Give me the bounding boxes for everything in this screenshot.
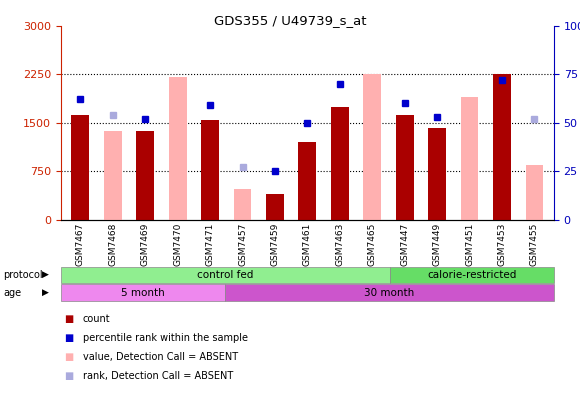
Text: percentile rank within the sample: percentile rank within the sample — [83, 333, 248, 343]
Bar — [396, 115, 414, 220]
Text: rank, Detection Call = ABSENT: rank, Detection Call = ABSENT — [83, 371, 233, 381]
Text: 30 month: 30 month — [364, 287, 415, 298]
Bar — [136, 131, 154, 220]
Text: calorie-restricted: calorie-restricted — [427, 270, 516, 280]
Bar — [390, 267, 554, 283]
Text: count: count — [83, 314, 111, 324]
Bar — [266, 194, 284, 220]
Text: 5 month: 5 month — [121, 287, 165, 298]
Text: ■: ■ — [64, 371, 73, 381]
Text: ■: ■ — [64, 352, 73, 362]
Bar — [428, 128, 446, 220]
Text: ▶: ▶ — [42, 270, 49, 279]
Bar — [61, 267, 390, 283]
Bar — [331, 107, 349, 220]
Bar — [71, 115, 89, 220]
Bar — [493, 74, 511, 220]
Bar — [461, 97, 478, 220]
Text: value, Detection Call = ABSENT: value, Detection Call = ABSENT — [83, 352, 238, 362]
Text: ■: ■ — [64, 314, 73, 324]
Bar — [61, 284, 225, 301]
Text: ■: ■ — [64, 333, 73, 343]
Bar — [525, 165, 543, 220]
Text: protocol: protocol — [3, 270, 42, 280]
Bar — [234, 189, 252, 220]
Bar — [299, 142, 316, 220]
Bar — [225, 284, 554, 301]
Text: ▶: ▶ — [42, 288, 49, 297]
Bar — [363, 74, 381, 220]
Text: age: age — [3, 287, 21, 298]
Text: GDS355 / U49739_s_at: GDS355 / U49739_s_at — [214, 14, 366, 27]
Bar — [104, 131, 122, 220]
Bar — [169, 78, 187, 220]
Text: control fed: control fed — [197, 270, 253, 280]
Bar — [201, 120, 219, 220]
